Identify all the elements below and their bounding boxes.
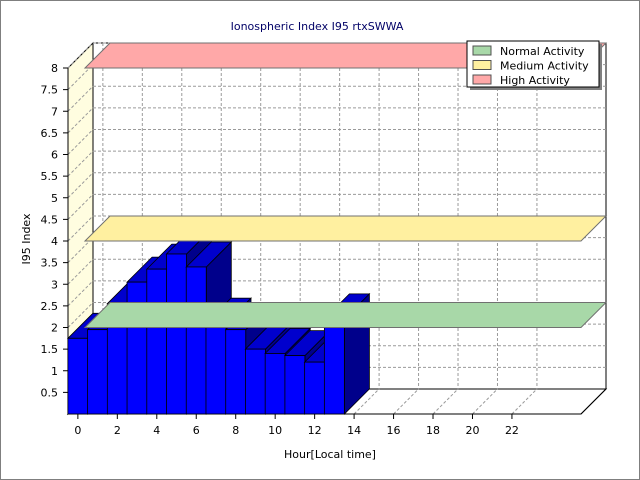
grid-floor-line-x-8 [393, 388, 419, 415]
bar-front-1 [87, 329, 108, 415]
grid-wall-line-y-6 [67, 237, 94, 263]
bar-front-11 [284, 355, 306, 415]
grid-wall-line-y-9 [67, 172, 94, 199]
grid-wall-line-y-14 [67, 64, 94, 90]
y-tick-label-13: 7 [51, 105, 58, 118]
x-tick-label-9: 18 [426, 424, 440, 437]
y-tick-label-7: 4 [51, 235, 58, 248]
grid-wall-line-y-10 [67, 150, 94, 177]
legend-swatch-high-activity [472, 74, 492, 85]
bar-front-4 [146, 268, 168, 415]
x-tick-label-10: 20 [465, 424, 479, 437]
legend-label-high-activity: High Activity [500, 74, 570, 87]
y-tick-label-9: 5 [51, 192, 58, 205]
bar-front-5 [166, 253, 187, 415]
x-tick-label-2: 4 [153, 424, 160, 437]
grid-floor-line-x-11 [511, 388, 538, 415]
chart-title: Ionospheric Index I95 rtxSWWA [231, 20, 404, 33]
bar-front-8 [225, 329, 247, 415]
grid-wall-line-y-11 [67, 129, 94, 155]
bar-front-12 [304, 361, 326, 415]
x-tick-label-7: 14 [347, 424, 361, 437]
grid-wall-line-y-4 [67, 280, 94, 307]
y-tick-label-14: 7.5 [41, 84, 59, 97]
grid-wall-line-y-12 [67, 107, 94, 134]
grid-wall-line-y-13 [67, 85, 94, 112]
y-tick-label-0: 0.5 [41, 386, 59, 399]
bar-front-6 [185, 266, 207, 415]
grid-floor-line-x-10 [472, 388, 498, 415]
y-tick-label-5: 3 [51, 278, 58, 291]
y-tick-label-8: 4.5 [41, 213, 59, 226]
y-tick-label-11: 6 [51, 149, 58, 162]
x-tick-label-3: 6 [193, 424, 200, 437]
y-tick-label-15: 8 [51, 62, 58, 75]
x-tick-label-8: 16 [387, 424, 401, 437]
bar-front-0 [67, 337, 89, 415]
x-tick-label-4: 8 [232, 424, 239, 437]
floor-right-edge [580, 388, 607, 415]
grid-wall-line-y-5 [67, 258, 94, 285]
bar-front-9 [245, 348, 266, 415]
legend-label-normal-activity: Normal Activity [500, 45, 585, 58]
x-tick-label-0: 0 [74, 424, 81, 437]
y-tick-label-3: 2 [51, 322, 58, 335]
x-tick-label-6: 12 [308, 424, 322, 437]
bar-front-3 [126, 281, 148, 415]
bar-front-10 [264, 353, 286, 415]
grid-floor-line-x-7 [353, 388, 380, 415]
y-tick-label-6: 3.5 [41, 257, 59, 270]
grid-wall-line-y-8 [67, 194, 94, 220]
y-tick-label-1: 1 [51, 365, 58, 378]
legend-swatch-normal-activity [472, 45, 492, 56]
x-axis-title: Hour[Local time] [284, 448, 376, 461]
y-tick-label-10: 5.5 [41, 170, 59, 183]
y-tick-label-2: 1.5 [41, 343, 59, 356]
chart-ticks: 0.5 1 1.5 2 2.5 3 3.5 4 4.5 5 5.5 6 6.5 7 7.5 8 0 2 4 6 8 10 1… [41, 62, 519, 437]
band-normal-activity [83, 302, 608, 328]
x-tick-label-11: 22 [505, 424, 519, 437]
x-tick-label-5: 10 [268, 424, 282, 437]
y-tick-label-12: 6.5 [41, 127, 59, 140]
grid-wall-line-y-3 [67, 302, 94, 328]
grid-wall-line-y-7 [67, 215, 94, 242]
y-tick-label-4: 2.5 [41, 300, 59, 313]
y-axis-title: I95 Index [20, 213, 33, 265]
legend-label-medium-activity: Medium Activity [500, 60, 589, 73]
grid-wall-line-y-15 [67, 42, 94, 69]
legend-swatch-medium-activity [472, 60, 492, 70]
band-medium-activity [83, 215, 608, 242]
grid-floor-line-x-9 [432, 388, 459, 415]
bar-front-7 [205, 322, 227, 415]
x-tick-label-1: 2 [114, 424, 121, 437]
bar-front-13 [323, 318, 345, 415]
